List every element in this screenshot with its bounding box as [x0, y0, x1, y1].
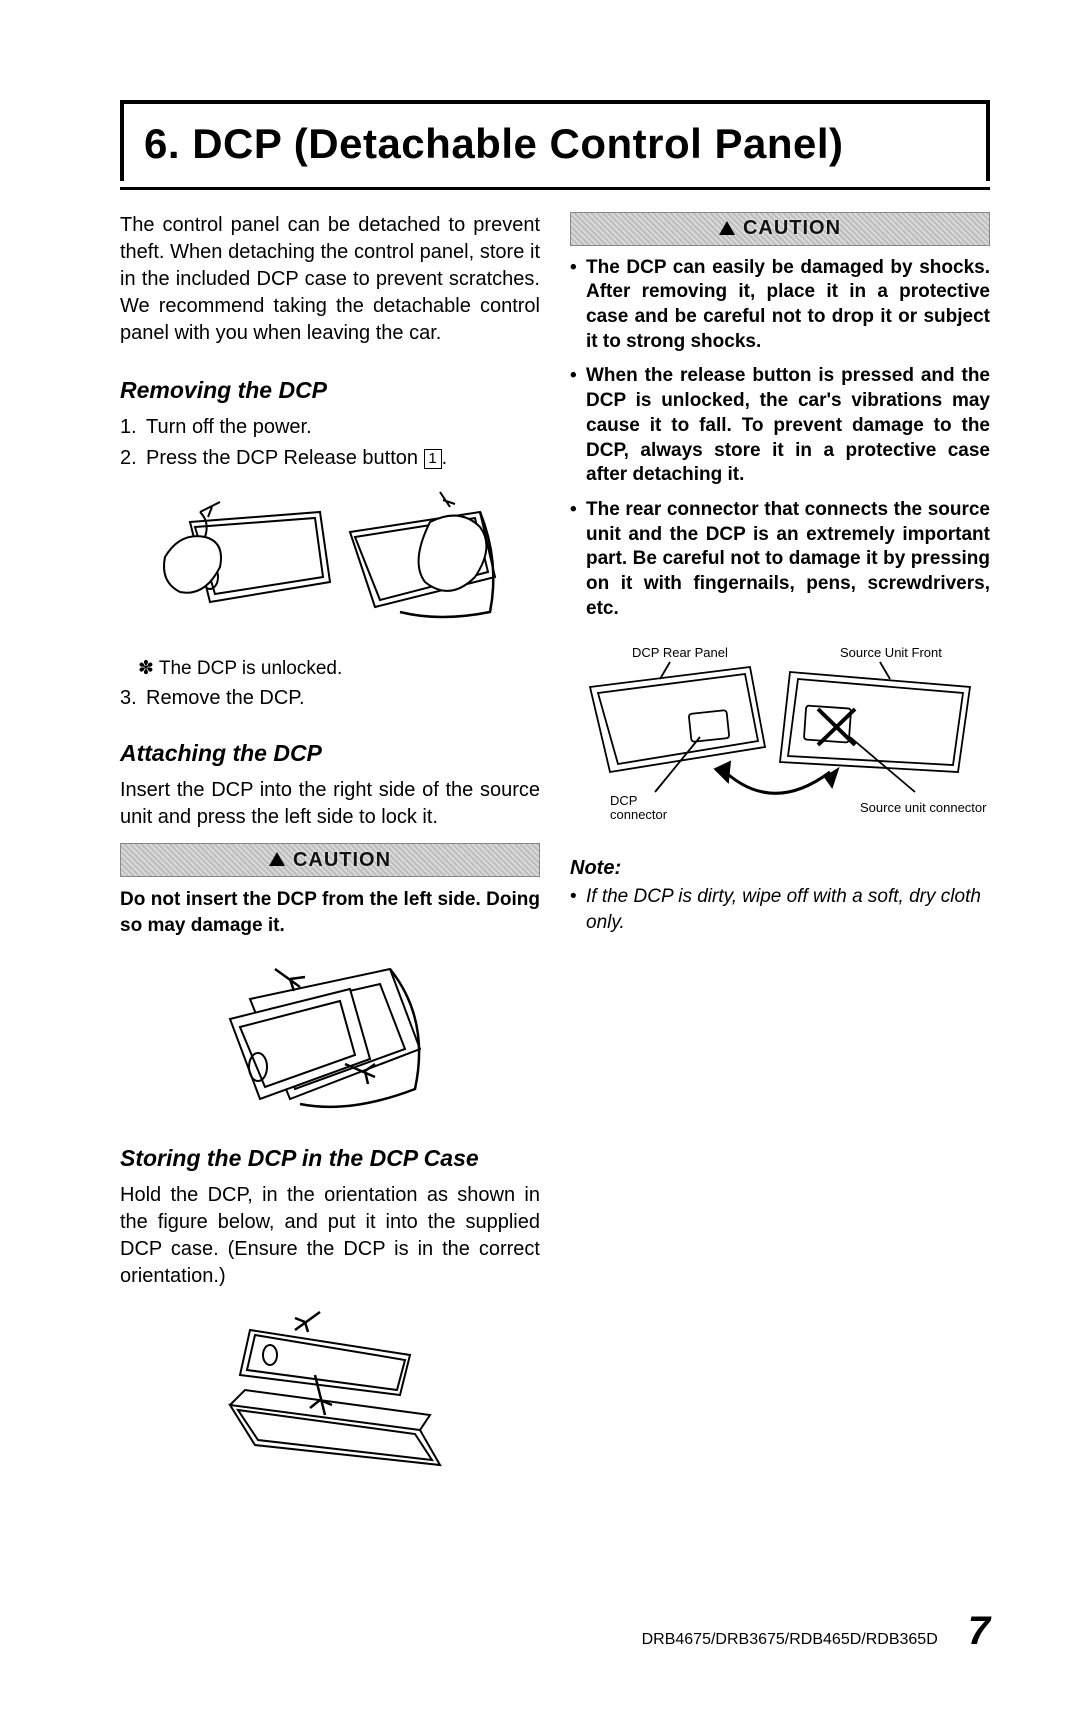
step-2-text-b: .: [442, 447, 448, 469]
figure-attaching: [120, 949, 540, 1129]
note-text: If the DCP is dirty, wipe off with a sof…: [570, 884, 990, 935]
step-1-num: 1.: [120, 414, 140, 441]
step-3-text: Remove the DCP.: [146, 685, 305, 712]
caution-label-left: CAUTION: [293, 847, 391, 874]
warning-triangle-icon: [269, 852, 285, 866]
connector-illustration: DCP Rear Panel Source Unit Front DCP con…: [570, 637, 990, 837]
step-2-text: Press the DCP Release button 1.: [146, 445, 447, 472]
label-front: Source Unit Front: [840, 645, 942, 660]
unlocked-note: ✽ The DCP is unlocked.: [138, 656, 540, 682]
step-2: 2. Press the DCP Release button 1.: [120, 445, 540, 472]
step-3: 3. Remove the DCP.: [120, 685, 540, 712]
release-button-ref: 1: [424, 449, 442, 469]
step-3-num: 3.: [120, 685, 140, 712]
intro-paragraph: The control panel can be detached to pre…: [120, 212, 540, 347]
caution-bullets: The DCP can easily be damaged by shocks.…: [570, 256, 990, 622]
title-box: 6. DCP (Detachable Control Panel): [120, 100, 990, 181]
attaching-text: Insert the DCP into the right side of th…: [120, 777, 540, 831]
caution-bullet-3: The rear connector that connects the sou…: [570, 498, 990, 621]
right-column: CAUTION The DCP can easily be damaged by…: [570, 212, 990, 1504]
content-columns: The control panel can be detached to pre…: [120, 212, 990, 1504]
caution-text-left: Do not insert the DCP from the left side…: [120, 887, 540, 938]
storing-illustration: [200, 1300, 460, 1490]
attaching-heading: Attaching the DCP: [120, 738, 540, 769]
title-underline: [120, 187, 990, 190]
footer-models: DRB4675/DRB3675/RDB465D/RDB365D: [642, 1629, 938, 1651]
label-rear: DCP Rear Panel: [632, 645, 728, 660]
figure-removing: [120, 482, 540, 642]
caution-bullet-1: The DCP can easily be damaged by shocks.…: [570, 256, 990, 355]
caution-label-right: CAUTION: [743, 215, 841, 242]
label-dcp-conn-1: DCP: [610, 793, 637, 808]
note-heading: Note:: [570, 855, 990, 882]
caution-bullet-2: When the release button is pressed and t…: [570, 364, 990, 487]
removing-illustration: [150, 482, 510, 642]
warning-triangle-icon: [719, 221, 735, 235]
storing-text: Hold the DCP, in the orientation as show…: [120, 1182, 540, 1290]
page-title: 6. DCP (Detachable Control Panel): [144, 116, 966, 173]
attaching-illustration: [190, 949, 470, 1129]
step-1-text: Turn off the power.: [146, 414, 312, 441]
label-src-conn: Source unit connector: [860, 800, 987, 815]
removing-steps: 1. Turn off the power. 2. Press the DCP …: [120, 414, 540, 472]
caution-banner-left: CAUTION: [120, 843, 540, 877]
page-footer: DRB4675/DRB3675/RDB465D/RDB365D 7: [642, 1604, 990, 1658]
figure-connector: DCP Rear Panel Source Unit Front DCP con…: [570, 637, 990, 837]
page-number: 7: [968, 1604, 990, 1658]
figure-storing: [120, 1300, 540, 1490]
left-column: The control panel can be detached to pre…: [120, 212, 540, 1504]
removing-heading: Removing the DCP: [120, 375, 540, 406]
step-2-text-a: Press the DCP Release button: [146, 447, 424, 469]
storing-heading: Storing the DCP in the DCP Case: [120, 1143, 540, 1174]
caution-banner-right: CAUTION: [570, 212, 990, 246]
step-2-num: 2.: [120, 445, 140, 472]
step-1: 1. Turn off the power.: [120, 414, 540, 441]
label-dcp-conn-2: connector: [610, 807, 668, 822]
